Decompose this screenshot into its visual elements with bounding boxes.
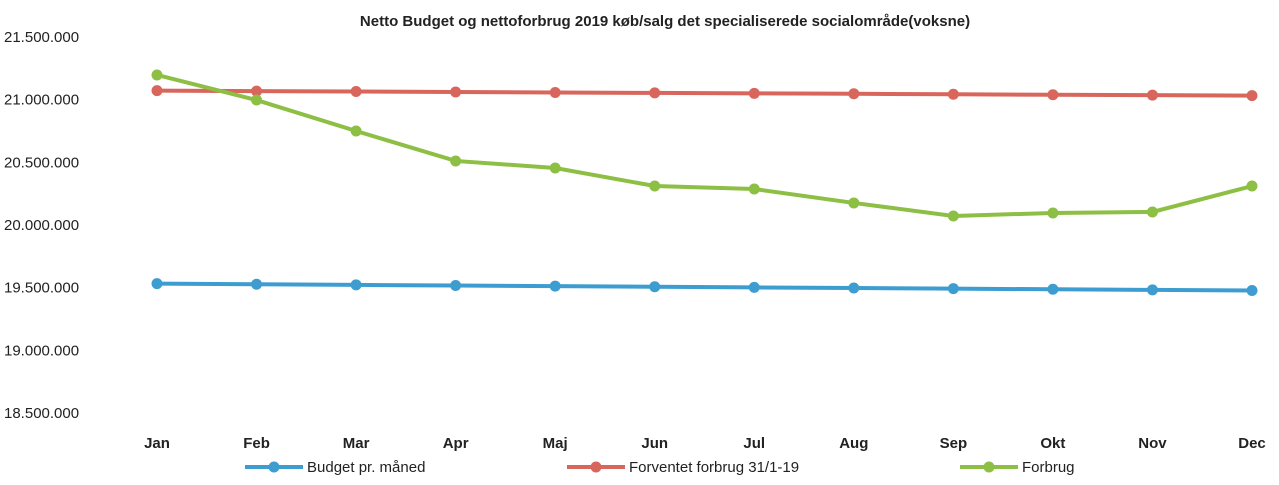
x-tick-label: Aug <box>839 435 868 452</box>
data-point <box>748 87 760 99</box>
x-tick-label: Nov <box>1138 435 1167 452</box>
data-point <box>649 180 661 192</box>
data-point <box>549 87 561 99</box>
x-tick-label: Okt <box>1040 435 1065 452</box>
data-point <box>1047 283 1059 295</box>
x-tick-label: Apr <box>443 435 469 452</box>
data-point <box>450 155 462 167</box>
data-point <box>350 86 362 98</box>
data-point <box>1047 207 1059 219</box>
x-tick-label: Feb <box>243 435 270 452</box>
data-point <box>151 278 163 290</box>
y-tick-label: 20.500.000 <box>4 154 79 171</box>
data-point <box>1246 285 1258 297</box>
legend-marker <box>268 461 280 473</box>
series-line <box>156 88 1253 98</box>
data-point <box>1146 206 1158 218</box>
legend-marker <box>983 461 995 473</box>
legend-marker <box>590 461 602 473</box>
data-point <box>350 279 362 291</box>
data-point <box>1146 284 1158 296</box>
y-tick-label: 21.500.000 <box>4 29 79 46</box>
x-tick-label: Jun <box>641 435 668 452</box>
legend-label: Forventet forbrug 31/1-19 <box>629 459 799 476</box>
data-point <box>151 69 163 81</box>
data-point <box>450 86 462 98</box>
y-tick-label: 21.000.000 <box>4 92 79 109</box>
data-point <box>748 183 760 195</box>
data-point <box>549 280 561 292</box>
data-point <box>848 88 860 100</box>
data-point <box>947 210 959 222</box>
legend-label: Forbrug <box>1022 459 1075 476</box>
x-tick-label: Maj <box>543 435 568 452</box>
legend-label: Budget pr. måned <box>307 459 425 476</box>
data-point <box>251 94 263 106</box>
x-tick-label: Mar <box>343 435 370 452</box>
data-point <box>947 88 959 100</box>
x-tick-label: Jan <box>144 435 170 452</box>
data-point <box>947 283 959 295</box>
data-point <box>1146 89 1158 101</box>
series-line <box>156 73 1253 218</box>
data-point <box>649 87 661 99</box>
y-tick-label: 19.000.000 <box>4 342 79 359</box>
x-tick-label: Dec <box>1238 435 1266 452</box>
data-point <box>350 125 362 137</box>
data-point <box>1047 89 1059 101</box>
data-point <box>848 197 860 209</box>
data-point <box>848 282 860 294</box>
y-tick-label: 18.500.000 <box>4 405 79 422</box>
data-point <box>1246 180 1258 192</box>
data-point <box>748 281 760 293</box>
data-point <box>251 85 263 97</box>
data-point <box>151 85 163 97</box>
data-point <box>649 281 661 293</box>
y-tick-label: 19.500.000 <box>4 280 79 297</box>
y-tick-label: 20.000.000 <box>4 217 79 234</box>
data-point <box>1246 90 1258 102</box>
series-line <box>156 281 1253 293</box>
chart-title: Netto Budget og nettoforbrug 2019 køb/sa… <box>360 13 970 30</box>
data-point <box>251 278 263 290</box>
x-tick-label: Jul <box>743 435 765 452</box>
data-point <box>450 280 462 292</box>
x-tick-label: Sep <box>940 435 968 452</box>
data-point <box>549 162 561 174</box>
